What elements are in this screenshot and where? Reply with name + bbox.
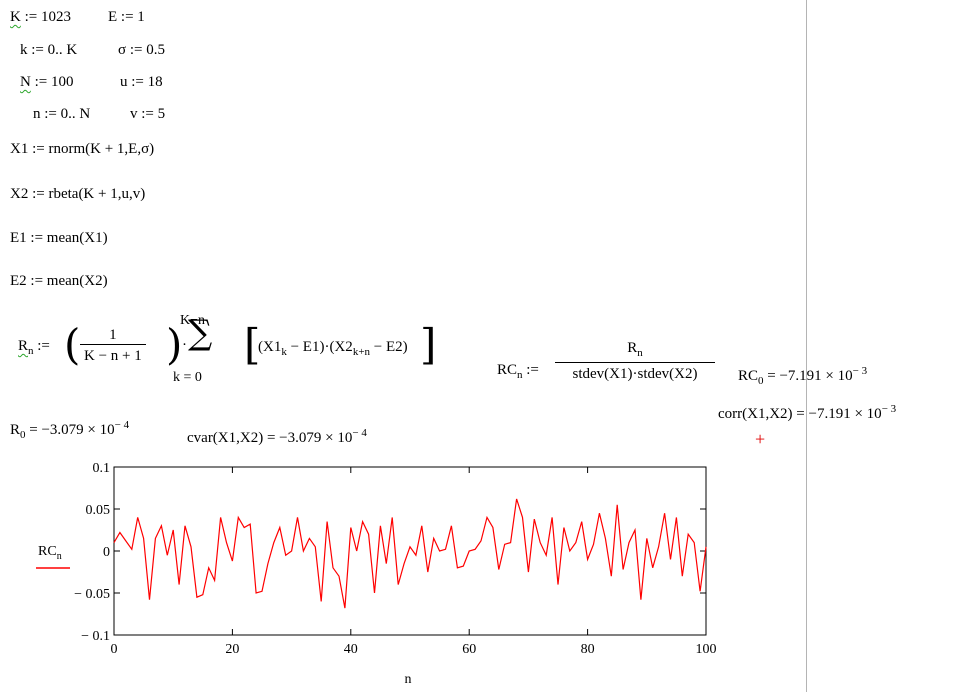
y-tick-label: 0 [103,545,110,560]
sigma-definition[interactable]: σ := 0.5 [118,42,165,58]
x-tick-label: 80 [581,642,595,657]
sum-sigma-symbol: ∑ [188,313,213,353]
x-tick-label: 20 [225,642,239,657]
right-bracket: ] [420,320,437,369]
R0-result[interactable]: R0 = −3.079 × 10− 4 [10,419,130,441]
N-definition[interactable]: N := 100 [20,74,74,90]
x-tick-label: 40 [344,642,358,657]
x-tick-label: 0 [111,642,118,657]
x-tick-label: 60 [462,642,476,657]
X1-definition[interactable]: X1 := rnorm(K + 1,E,σ) [10,141,155,157]
u-definition[interactable]: u := 18 [120,74,163,90]
plot-frame [113,466,707,636]
sum-term: (X1k − E1)·(X2k+n − E2) [258,339,408,358]
Rn-fraction: 1 K − n + 1 [80,326,146,365]
y-tick-label: − 0.05 [74,587,110,602]
E-definition[interactable]: E := 1 [108,9,145,25]
RCn-series-line [113,498,707,609]
y-tick-label: − 0.1 [81,629,110,644]
y-axis-label: RCn [38,544,62,562]
x-tick-label: 100 [696,642,717,657]
v-definition[interactable]: v := 5 [130,106,166,122]
page-boundary-line [806,0,807,692]
sum-upper-limit: K−n [180,313,206,328]
Rn-lhs: Rn := [18,338,50,357]
y-tick-label: 0.1 [93,461,111,476]
E2-definition[interactable]: E2 := mean(X2) [10,273,108,289]
x-axis-label: n [405,672,412,687]
E1-definition[interactable]: E1 := mean(X1) [10,230,108,246]
left-bracket: [ [244,320,261,369]
insertion-cursor-crosshair: + [755,429,766,449]
multiply-dot: · [182,337,187,353]
k-range-definition[interactable]: k := 0.. K [20,42,78,58]
RCn-line-plot[interactable]: 0 20 40 60 80 100 0.1 0.05 0 − 0.05 − 0.1 n RCn [0,455,740,692]
RCn-lhs: RCn := [497,362,539,381]
RCn-fraction: Rn stdev(X1)·stdev(X2) [555,339,715,383]
RC0-result[interactable]: RC0 = −7.191 × 10− 3 [738,365,868,387]
sum-lower-limit: k = 0 [173,370,202,385]
n-range-definition[interactable]: n := 0.. N [33,106,91,122]
right-paren: ) [166,320,183,369]
left-paren: ( [64,320,81,369]
cvar-result[interactable]: cvar(X1,X2) = −3.079 × 10− 4 [187,427,367,446]
K-definition[interactable]: K := 1023 [10,9,71,25]
X2-definition[interactable]: X2 := rbeta(K + 1,u,v) [10,186,146,202]
y-tick-label: 0.05 [86,503,111,518]
corr-result[interactable]: corr(X1,X2) = −7.191 × 10− 3 [718,403,897,422]
